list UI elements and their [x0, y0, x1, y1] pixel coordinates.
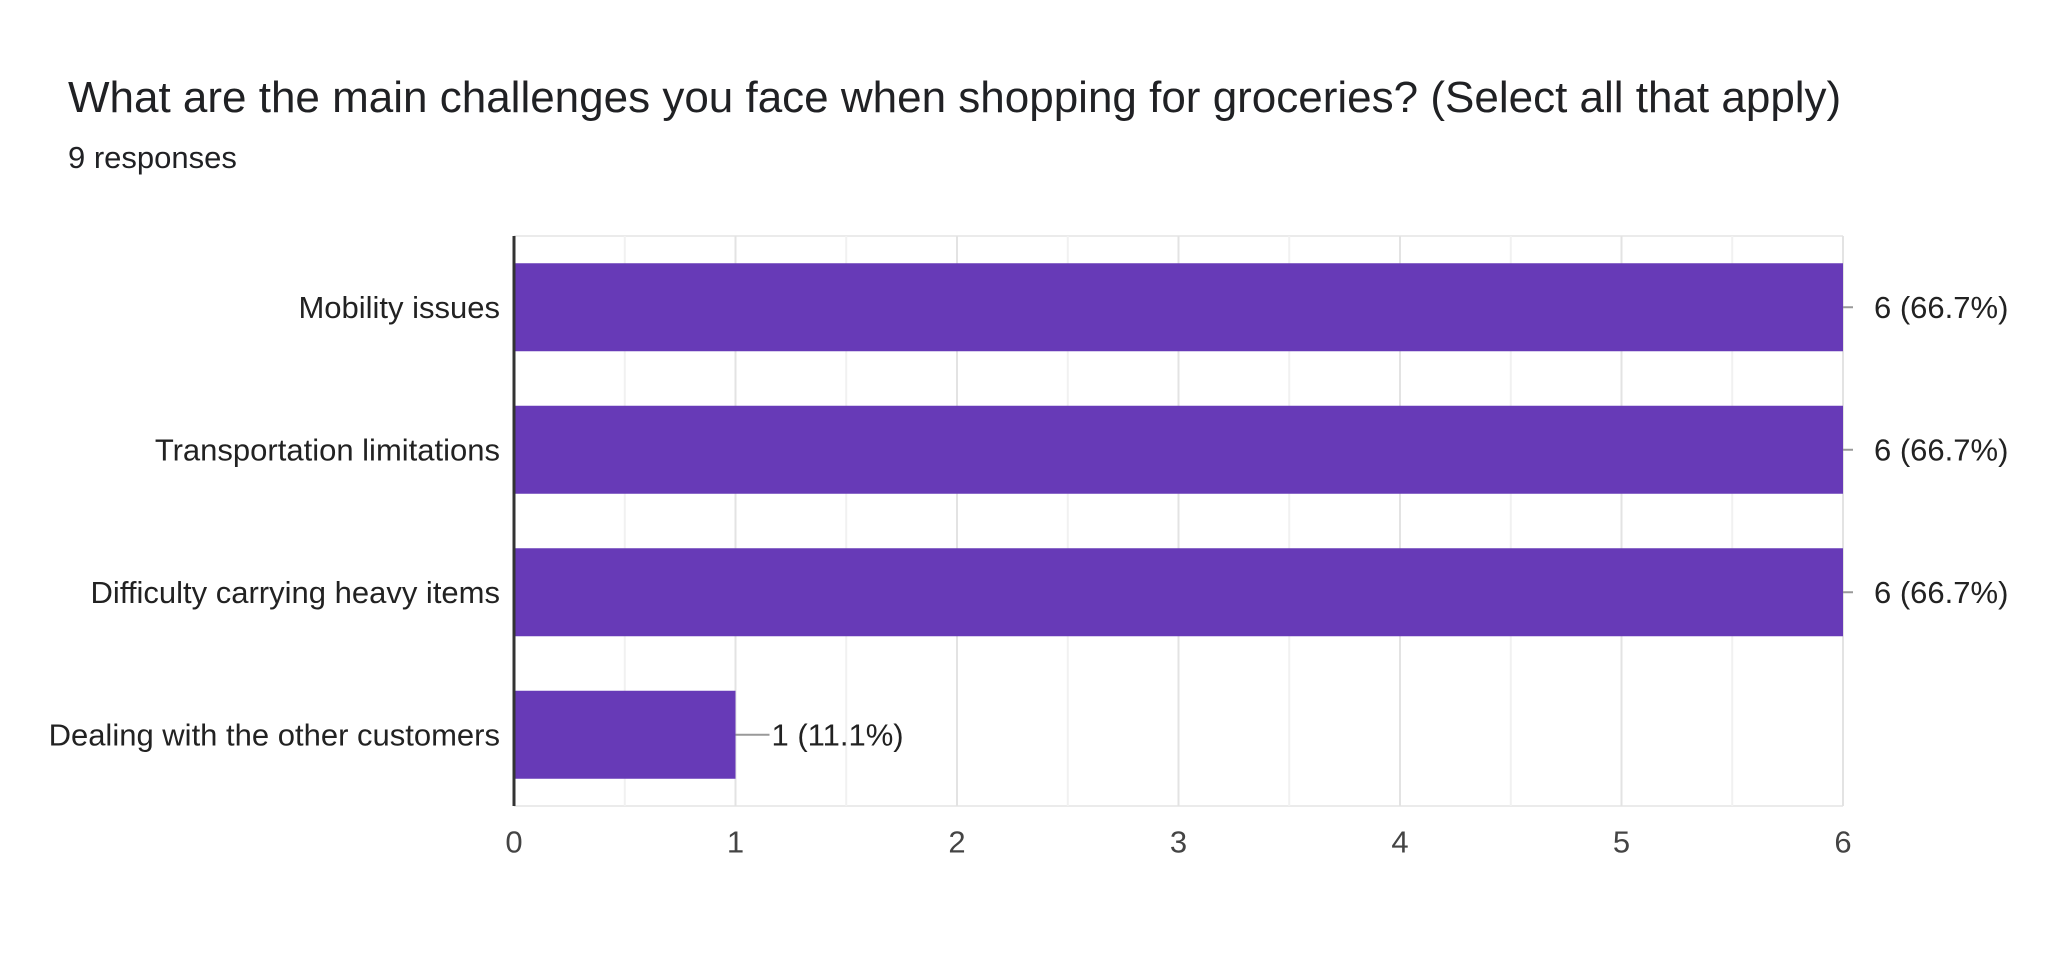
question-title: What are the main challenges you face wh…	[68, 73, 1842, 122]
x-tick-label: 4	[1391, 825, 1408, 860]
x-tick-label: 0	[505, 825, 522, 860]
labels: Mobility issues 6 (66.7%) Transportation l…	[49, 290, 2009, 753]
data-label: 1 (11.1%)	[772, 717, 904, 752]
category-label: Mobility issues	[298, 290, 500, 325]
bar	[514, 690, 736, 779]
bar	[514, 263, 1843, 352]
axes: 0 1 2 3 4 5 6	[505, 236, 1852, 860]
data-label: 6 (66.7%)	[1874, 290, 2008, 325]
x-tick-label: 6	[1834, 825, 1851, 860]
x-tick-label: 2	[948, 825, 965, 860]
response-count: 9 responses	[68, 140, 237, 175]
category-label: Dealing with the other customers	[49, 717, 500, 752]
x-tick-label: 5	[1613, 825, 1630, 860]
data-label: 6 (66.7%)	[1874, 432, 2008, 467]
x-tick-label: 3	[1170, 825, 1187, 860]
data-label: 6 (66.7%)	[1874, 575, 2008, 610]
bars	[514, 263, 1843, 779]
bar	[514, 548, 1843, 637]
x-tick-label: 1	[727, 825, 744, 860]
category-label: Difficulty carrying heavy items	[91, 575, 500, 610]
category-label: Transportation limitations	[155, 432, 500, 467]
bar	[514, 405, 1843, 494]
